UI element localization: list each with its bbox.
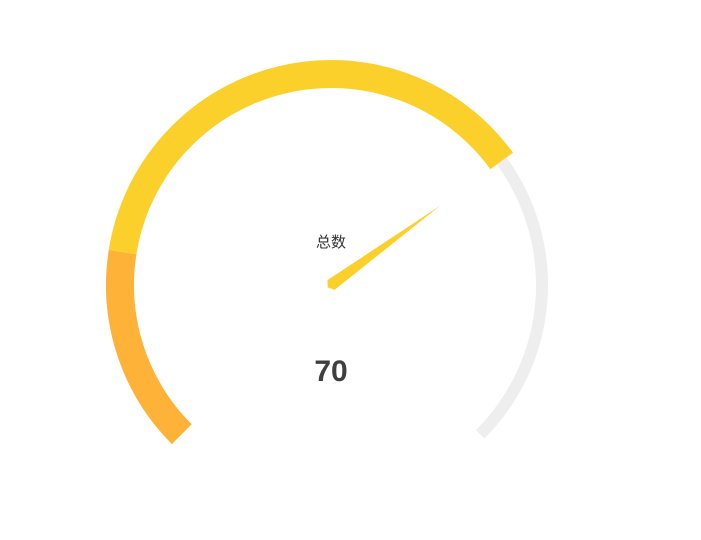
gauge-title: 总数: [316, 233, 346, 251]
gauge-arc-group: [106, 60, 548, 445]
gauge-pointer: [327, 205, 441, 290]
gauge-segment-3: [475, 157, 548, 439]
gauge-value: 70: [314, 355, 347, 388]
gauge-segment-1: [106, 249, 192, 445]
gauge-segment-2: [108, 60, 514, 255]
gauge-pointer-group: [327, 205, 441, 290]
